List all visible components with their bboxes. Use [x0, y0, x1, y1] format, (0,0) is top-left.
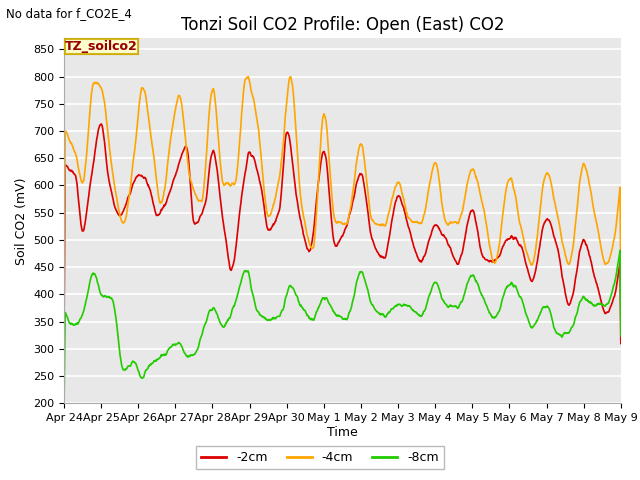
-2cm: [171, 174, 179, 180]
-8cm: [551, 326, 559, 332]
-2cm: [246, 151, 254, 157]
-8cm: [502, 287, 509, 292]
-4cm: [551, 201, 559, 206]
X-axis label: Time: Time: [327, 426, 358, 439]
-8cm: [246, 277, 254, 283]
-2cm: [60, 336, 68, 342]
-4cm: [617, 289, 625, 295]
Text: No data for f_CO2E_4: No data for f_CO2E_4: [6, 7, 132, 20]
Line: -8cm: -8cm: [64, 251, 621, 411]
-4cm: [170, 113, 178, 119]
-4cm: [244, 74, 252, 80]
-2cm: [551, 236, 559, 242]
Legend: -2cm, -4cm, -8cm: -2cm, -4cm, -8cm: [196, 446, 444, 469]
-8cm: [616, 248, 624, 253]
-2cm: [429, 225, 437, 231]
-8cm: [184, 354, 191, 360]
-4cm: [60, 318, 68, 324]
-4cm: [184, 161, 191, 167]
-8cm: [429, 283, 436, 288]
-4cm: [502, 188, 509, 194]
-2cm: [502, 238, 509, 243]
Line: -4cm: -4cm: [64, 77, 621, 321]
-8cm: [170, 341, 178, 347]
Y-axis label: Soil CO2 (mV): Soil CO2 (mV): [15, 177, 28, 264]
-8cm: [60, 408, 68, 414]
Title: Tonzi Soil CO2 Profile: Open (East) CO2: Tonzi Soil CO2 Profile: Open (East) CO2: [180, 16, 504, 34]
-2cm: [97, 121, 105, 127]
Legend: : [65, 39, 138, 54]
-8cm: [617, 333, 625, 338]
Line: -2cm: -2cm: [64, 124, 621, 344]
-4cm: [246, 84, 254, 90]
-4cm: [429, 164, 437, 170]
-2cm: [184, 153, 192, 159]
-2cm: [617, 341, 625, 347]
